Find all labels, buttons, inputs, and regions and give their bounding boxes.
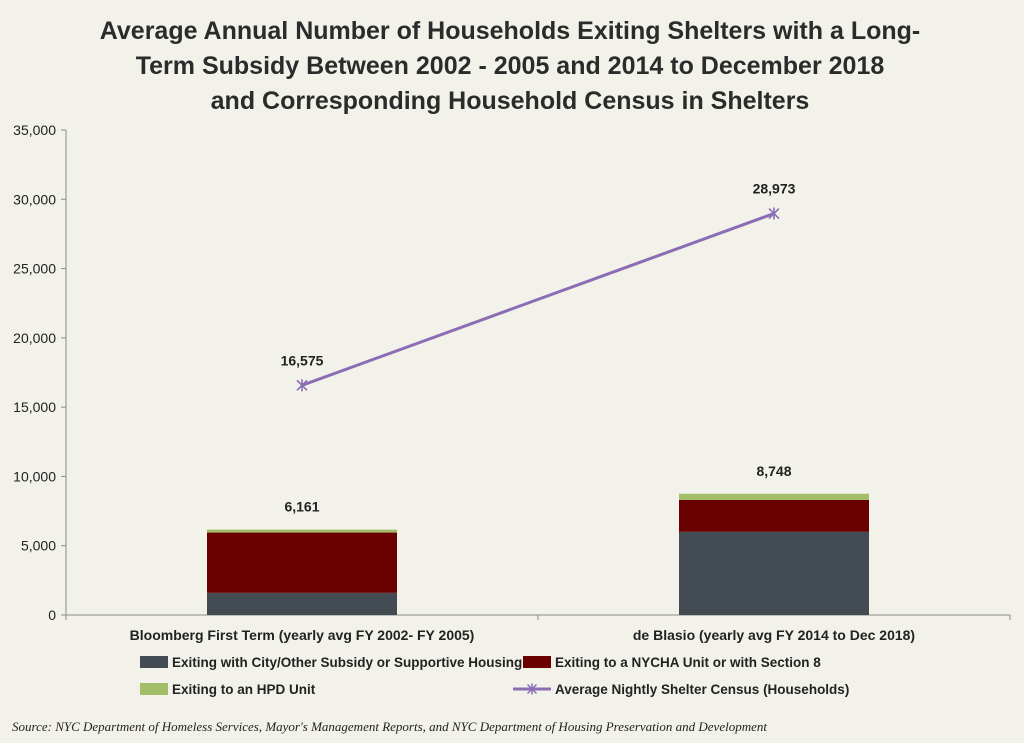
source-note: Source: NYC Department of Homeless Servi… bbox=[12, 719, 767, 734]
legend-label: Exiting to an HPD Unit bbox=[172, 682, 316, 697]
chart-title-line-2: Term Subsidy Between 2002 - 2005 and 201… bbox=[135, 52, 885, 80]
y-tick-label: 25,000 bbox=[13, 261, 56, 277]
line-point-marker bbox=[296, 379, 308, 392]
legend-swatch bbox=[140, 656, 168, 668]
bar-segment bbox=[679, 499, 869, 532]
legend-label: Exiting with City/Other Subsidy or Suppo… bbox=[172, 655, 522, 670]
bar-total-label: 6,161 bbox=[284, 499, 319, 515]
y-tick-label: 20,000 bbox=[13, 330, 56, 346]
line-value-label: 28,973 bbox=[753, 181, 796, 197]
line-point-marker bbox=[768, 207, 780, 220]
legend-label: Exiting to a NYCHA Unit or with Section … bbox=[555, 655, 821, 670]
legend-label: Average Nightly Shelter Census (Househol… bbox=[555, 682, 849, 697]
legend-swatch bbox=[140, 683, 168, 695]
y-tick-label: 10,000 bbox=[13, 468, 56, 484]
line-series-census bbox=[301, 212, 775, 387]
chart-title: Average Annual Number of Households Exit… bbox=[40, 14, 980, 119]
bar-segment bbox=[207, 592, 397, 615]
bar-segment bbox=[207, 529, 397, 533]
line-value-label: 16,575 bbox=[281, 352, 324, 368]
bar-total-label: 8,748 bbox=[756, 463, 791, 479]
chart-title-line-3: and Corresponding Household Census in Sh… bbox=[210, 87, 810, 115]
x-category-label: de Blasio (yearly avg FY 2014 to Dec 201… bbox=[633, 627, 915, 643]
y-tick-label: 35,000 bbox=[13, 122, 56, 138]
legend-marker-icon bbox=[526, 683, 538, 695]
chart-title-line-1: Average Annual Number of Households Exit… bbox=[99, 17, 921, 45]
bar-segment bbox=[679, 531, 869, 615]
y-tick-label: 15,000 bbox=[13, 399, 56, 415]
x-category-label: Bloomberg First Term (yearly avg FY 2002… bbox=[130, 627, 475, 643]
y-tick-label: 30,000 bbox=[13, 191, 56, 207]
bar-segment bbox=[207, 532, 397, 593]
legend-swatch bbox=[523, 656, 551, 668]
y-tick-label: 5,000 bbox=[21, 538, 56, 554]
y-tick-label: 0 bbox=[48, 607, 56, 623]
bar-segment bbox=[679, 493, 869, 500]
